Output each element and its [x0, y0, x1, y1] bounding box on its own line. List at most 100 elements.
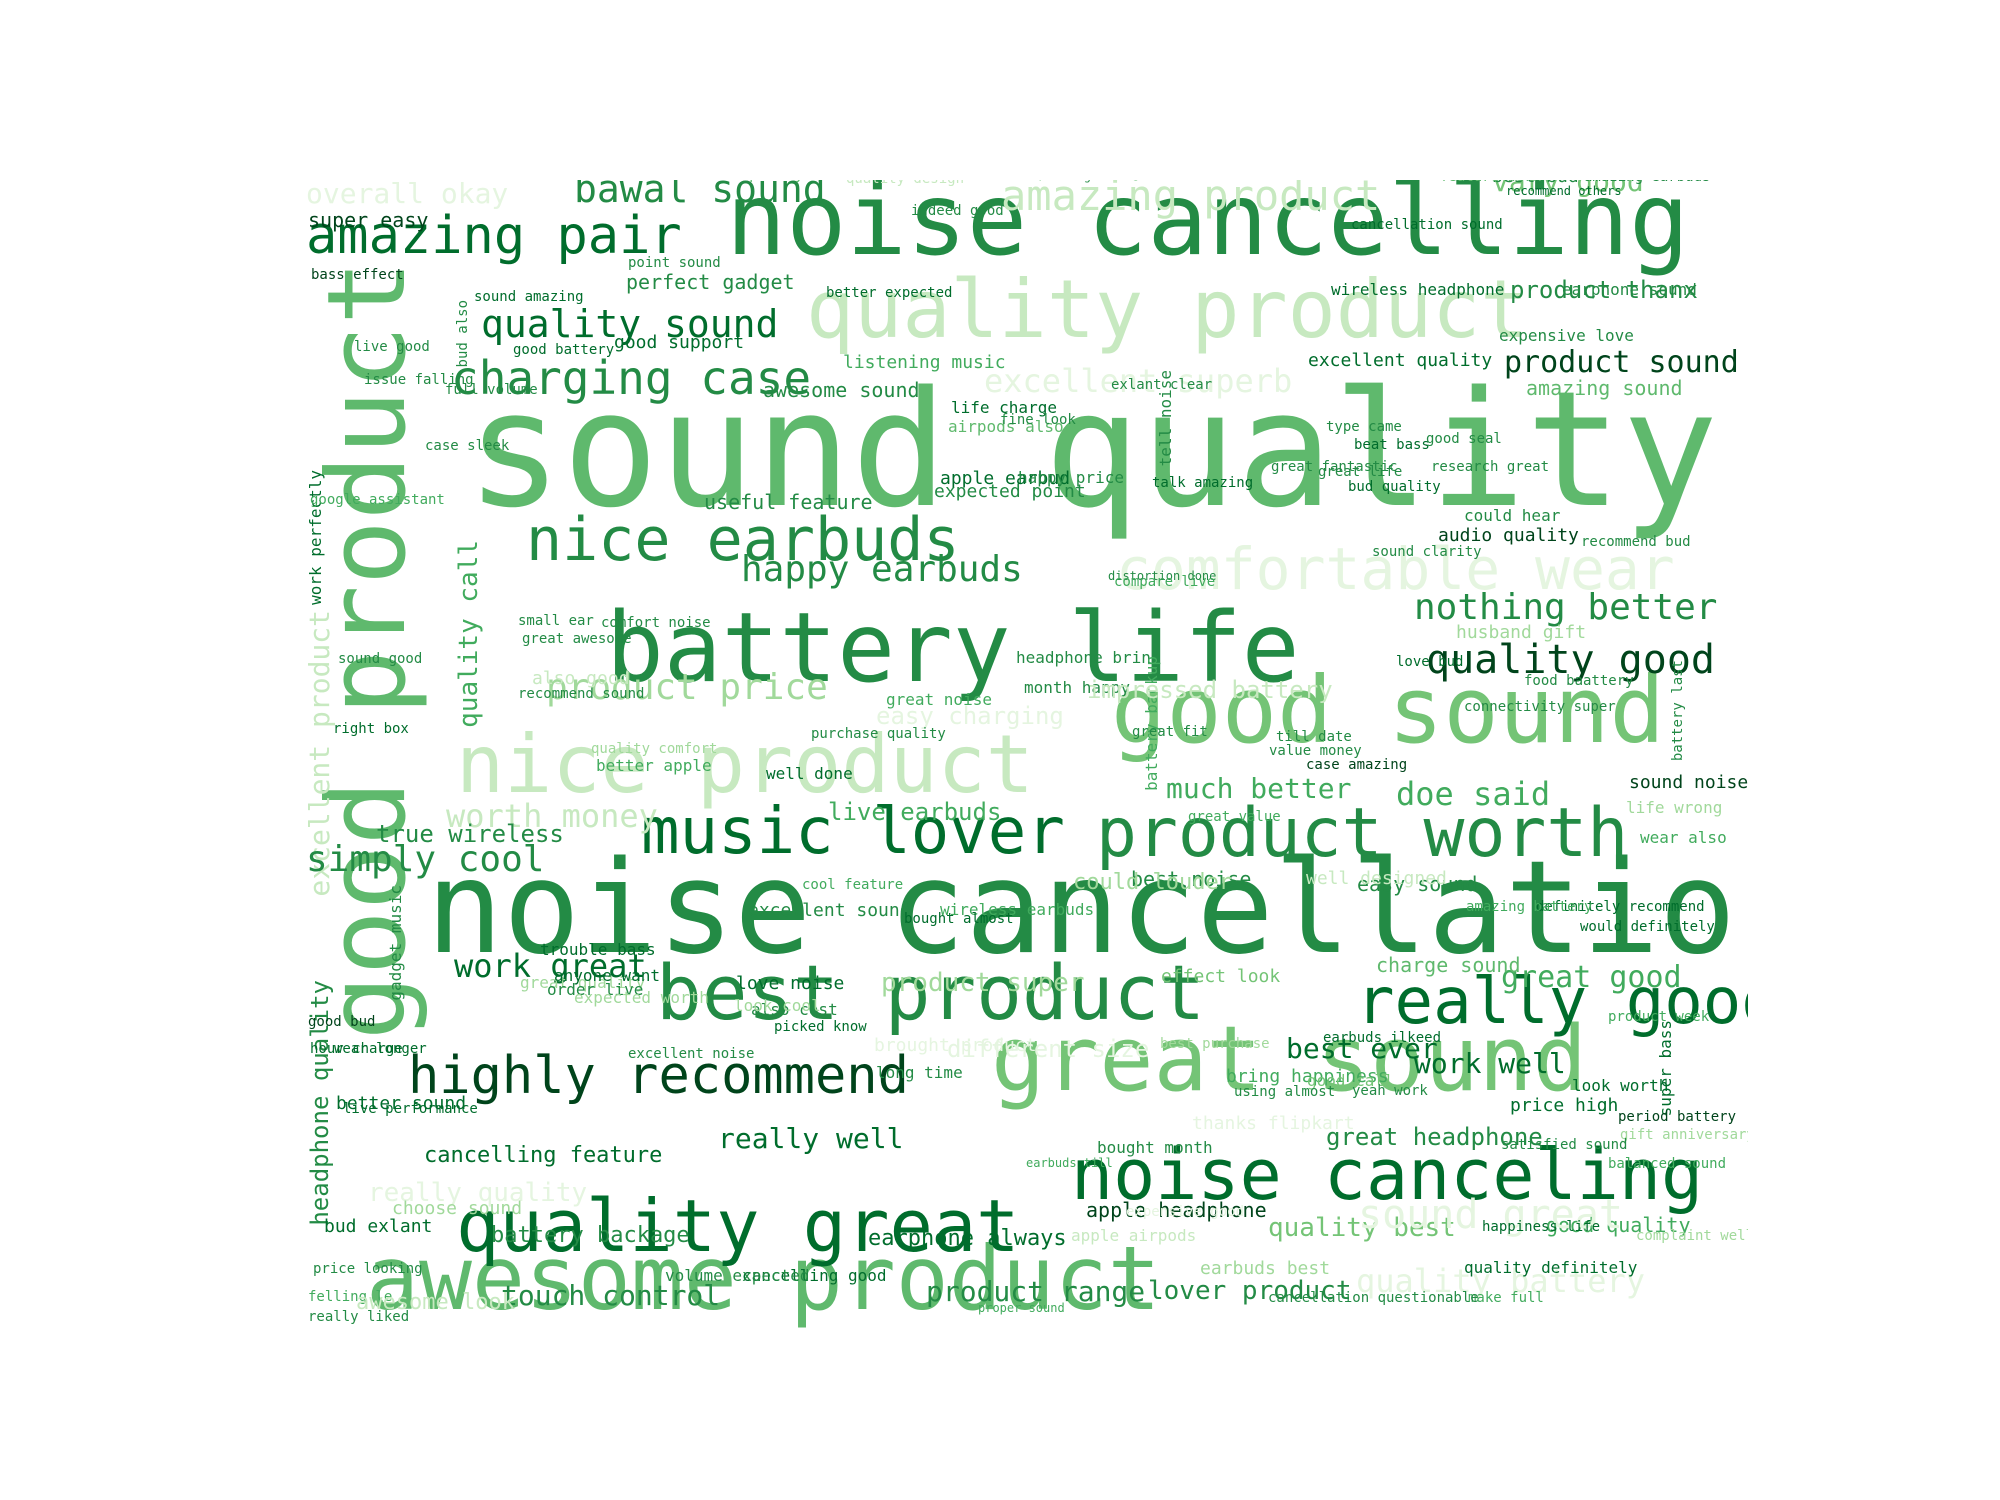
word-great-value: great value [1188, 809, 1281, 825]
word-anyone-want: anyone want [554, 966, 660, 985]
word-also-cost: also cost [751, 1000, 838, 1019]
word-really-quality: really quality [368, 1178, 588, 1208]
word-bud-also: bud also [455, 300, 471, 368]
word-great-sound: great sound [991, 1007, 1588, 1112]
word-great-life: great life [1318, 464, 1403, 480]
word-awesome-sound: awesome sound [763, 378, 920, 402]
word-best-purchase: best purchase [1160, 1036, 1270, 1052]
word-look-worth: look worth [1572, 1076, 1669, 1095]
word-battery-backage: battery backage [491, 1223, 690, 1248]
word-earphone-sound: earphone sound [1562, 280, 1697, 299]
word-quality-great: quality great [456, 1184, 1020, 1268]
word-recommend-others: recommend others [1506, 184, 1622, 198]
word-great-fantastic: great fantastic [1271, 459, 1398, 475]
word-product-thanx: product thanx [1510, 276, 1698, 304]
word-wear-also: wear also [1640, 828, 1727, 847]
word-distortion-done: distortion done [1108, 569, 1217, 583]
word-quality-comfort: quality comfort [591, 741, 718, 757]
word-effect-look: effect look [1161, 966, 1281, 987]
word-recommend-sound: recommend sound [518, 686, 645, 702]
word-exlant-clear: exlant clear [1111, 377, 1213, 393]
word-perfect-gadget: perfect gadget [626, 270, 795, 294]
word-easy-charging: easy charging [876, 702, 1064, 730]
word-charging-case: charging case [451, 351, 812, 405]
word-could-hear: could hear [1464, 506, 1561, 525]
word-amazing-sound: amazing sound [1526, 376, 1683, 400]
word-best-product: best product [656, 948, 1206, 1037]
word-great-quality: great quality [520, 973, 646, 992]
word-much-better: much better [1166, 772, 1352, 805]
word-also-good: also good [532, 668, 630, 689]
word-cancelling-good: cancelling good [742, 1266, 887, 1285]
word-highly-recommend: highly recommend [408, 1046, 909, 1106]
word-good-support: good support [614, 332, 745, 353]
word-well-designed: well designed [1306, 868, 1447, 889]
word-cancellation-sound: cancellation sound [1351, 217, 1503, 233]
word-true-wireless: true wireless [376, 820, 564, 848]
word-yeah-work: yeah work [1352, 1083, 1428, 1099]
word-would-definitely: would definitely [1580, 919, 1715, 935]
word-best-bud: best bud [1492, 180, 1579, 186]
word-love-bud: love bud [1396, 654, 1464, 670]
word-awesome-product: awesome product [366, 1227, 1161, 1328]
word-great-good: great good [1501, 960, 1682, 995]
word-excellent-superb: excellent superb [984, 362, 1293, 400]
word-product-super: product super [881, 968, 1085, 998]
word-compare-live: compare live [1114, 574, 1216, 590]
word-work-great: work great [454, 947, 647, 985]
word-brought-product: brought product [874, 1035, 1037, 1056]
word-husband-gift: husband gift [1456, 622, 1587, 643]
word-nice-earbuds: nice earbuds [526, 505, 960, 575]
word-really-good: really good [1356, 965, 1748, 1039]
word-live-good: live good [354, 339, 430, 355]
word-volume-expected: volume expected [665, 1266, 810, 1285]
word-case-sleek: case sleek [425, 438, 510, 454]
word-order-live: order live [547, 980, 644, 999]
word-make-full: make full [1468, 1290, 1544, 1306]
word-trouble-bass: trouble bass [540, 940, 656, 959]
word-cancellation-questionable: cancellation questionable [1268, 1290, 1479, 1306]
word-sound-clarity: sound clarity [1372, 544, 1482, 560]
word-earbuds-till: earbuds till [1026, 1156, 1113, 1170]
word-recommend-bud: recommend bud [1581, 534, 1691, 550]
word-proper-sound: proper sound [978, 1301, 1065, 1315]
word-noise-canceling: noise canceling [1071, 1134, 1704, 1216]
word-headphone-bring: headphone bring [1016, 648, 1161, 667]
word-balanced-sound: balanced sound [1608, 1156, 1727, 1172]
word-value-money: value money [1269, 743, 1362, 759]
word-google-assistant: google assistant [310, 492, 445, 508]
word-quality-battery: quality battery [1356, 1262, 1645, 1300]
word-gadget-music: gadget music [386, 885, 405, 1001]
word-point-sound: point sound [628, 255, 721, 271]
word-simply-cool: simply cool [306, 839, 545, 880]
word-complaint-well: complaint well [1636, 1228, 1748, 1244]
word-quality-best: quality best [1268, 1213, 1456, 1243]
word-charge-sound: charge sound [1376, 953, 1521, 977]
word-expected-point: expected point [934, 481, 1086, 502]
word-sound-noise: sound noise [1629, 772, 1748, 793]
word-built-quality: built quality [694, 180, 804, 182]
word-wear-longer: wear longer [334, 1041, 427, 1057]
word-super-bass: super bass [1656, 1020, 1675, 1117]
word-amazing-battery: amazing battery [1466, 899, 1593, 915]
word-noise-cancelling: noise cancelling [726, 180, 1690, 278]
word-definitely-recommend: definitely recommend [1536, 899, 1705, 915]
word-nothing-better: nothing better [1414, 587, 1718, 628]
word-really-liked: really liked [308, 1309, 410, 1325]
word-using-almost: using almost [1234, 1084, 1336, 1100]
word-purchase-quality: purchase quality [811, 726, 946, 742]
word-battery-last: battery last [1670, 660, 1686, 762]
word-super-easy: super easy [308, 208, 429, 232]
word-hour-charge: hour charge [310, 1041, 403, 1057]
word-price-high: price high [1510, 1095, 1619, 1116]
word-excellent-sound: excellent sound [748, 900, 911, 921]
word-food-baattery: food baattery [1524, 673, 1634, 689]
word-period-battery: period battery [1618, 1109, 1737, 1125]
word-good-call: good call [1307, 1071, 1394, 1090]
word-right-box: right box [333, 721, 409, 737]
word-happy-price: happy price [1018, 468, 1124, 487]
word-love-noise: love noise [736, 973, 845, 994]
word-better-expected: better expected [826, 285, 953, 301]
word-expected-worth: expected worth [574, 988, 709, 1007]
word-bud-quality: bud quality [1348, 479, 1441, 495]
